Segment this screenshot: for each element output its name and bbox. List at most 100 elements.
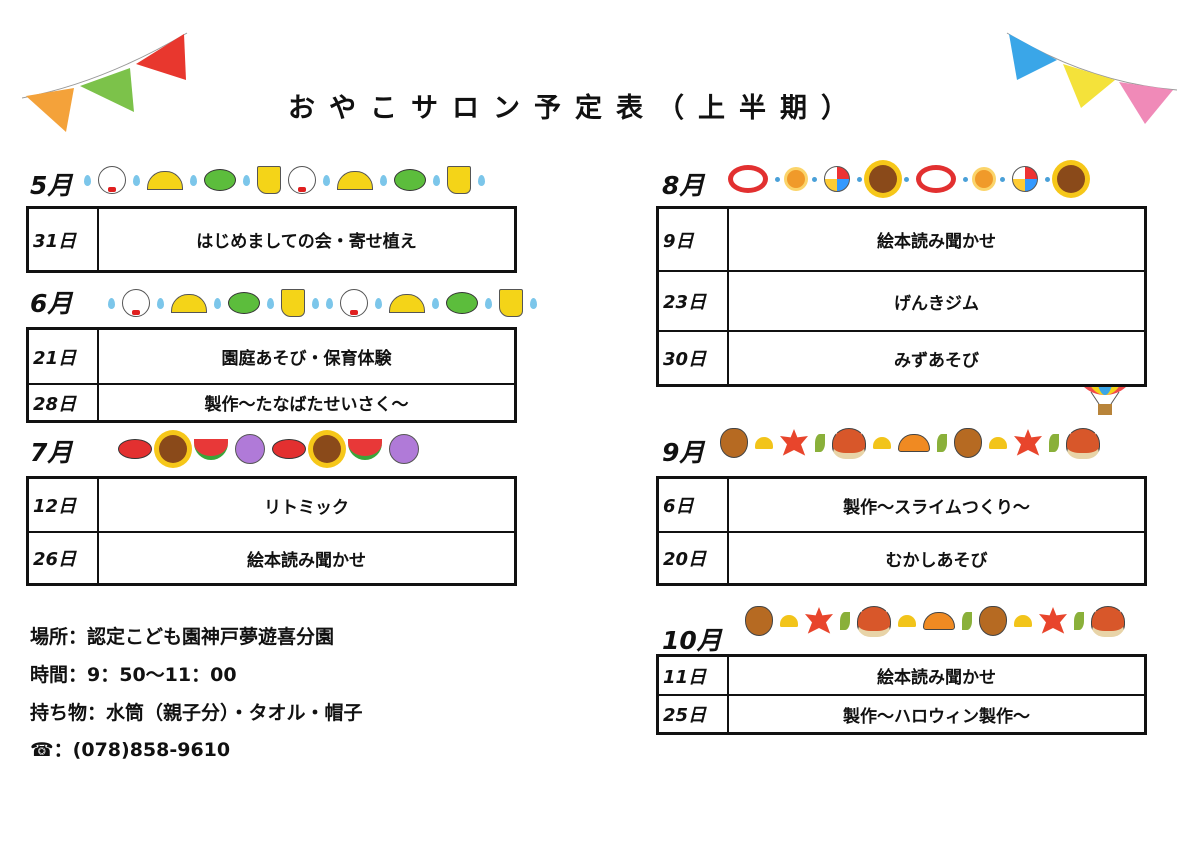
maple-icon (780, 429, 808, 456)
table-row: 31日 はじめましての会・寄せ植え (29, 209, 514, 270)
drop-icon (530, 297, 537, 309)
drop-icon (133, 174, 140, 186)
schedule-table: 31日 はじめましての会・寄せ植え (26, 206, 517, 273)
umb-icon (337, 170, 373, 190)
event-date: 30日 (659, 332, 729, 384)
decoration-strip (745, 604, 1125, 638)
ring-icon (728, 165, 768, 193)
boot-icon (499, 289, 523, 317)
ball-icon (1012, 166, 1038, 192)
drop-icon (478, 174, 485, 186)
doll-icon (288, 166, 316, 194)
drop-icon (243, 174, 250, 186)
event-date: 28日 (29, 385, 99, 420)
drop-icon (267, 297, 274, 309)
umb-icon (389, 293, 425, 313)
event-date: 25日 (659, 696, 729, 732)
ginkgo-icon (873, 437, 891, 449)
ball-icon (824, 166, 850, 192)
schedule-table: 9日 絵本読み聞かせ 23日 げんきジム 30日 みずあそび (656, 206, 1147, 387)
event-date: 31日 (29, 209, 99, 270)
event-name: 園庭あそび・保育体験 (221, 349, 392, 369)
chest-icon (857, 605, 891, 637)
decoration-strip (108, 286, 537, 320)
sunf-icon (313, 435, 341, 463)
table-row: 20日 むかしあそび (659, 531, 1144, 583)
drop-icon (84, 174, 91, 186)
boot-icon (447, 166, 471, 194)
morning-icon (389, 434, 419, 464)
sun-icon (975, 170, 993, 188)
event-name: 絵本読み聞かせ (247, 550, 366, 571)
event-name: むかしあそび (885, 550, 988, 571)
decoration-strip (118, 432, 419, 466)
month-label: 10月 (662, 626, 722, 655)
drop-icon (214, 297, 221, 309)
crab-icon (118, 439, 152, 459)
table-row: 28日 製作～たなばたせいさく～ (29, 383, 514, 420)
dot-icon (812, 176, 817, 182)
dot-icon (1000, 176, 1005, 182)
month-label: 5月 (30, 171, 73, 200)
sun-icon (787, 170, 805, 188)
event-name: 絵本読み聞かせ (877, 668, 996, 688)
ginkgo-icon (989, 437, 1007, 449)
umb-icon (171, 293, 207, 313)
table-row: 21日 園庭あそび・保育体験 (29, 330, 514, 383)
table-row: 9日 絵本読み聞かせ (659, 209, 1144, 270)
chest-icon (832, 427, 866, 459)
drop-icon (380, 174, 387, 186)
maple-icon (1039, 607, 1067, 634)
event-date: 26日 (29, 533, 99, 583)
chest-icon (1091, 605, 1125, 637)
drop-icon (312, 297, 319, 309)
ginkgo-icon (755, 437, 773, 449)
umb-icon (147, 170, 183, 190)
bunting-left-icon (22, 32, 188, 132)
dot-icon (775, 176, 780, 182)
drop-icon (485, 297, 492, 309)
boot-icon (281, 289, 305, 317)
doll-icon (340, 289, 368, 317)
decoration-strip (728, 162, 1085, 196)
drop-icon (375, 297, 382, 309)
morning-icon (235, 434, 265, 464)
leaf-icon (815, 434, 825, 452)
mush-icon (898, 434, 930, 452)
leaf-icon (937, 434, 947, 452)
table-row: 26日 絵本読み聞かせ (29, 531, 514, 583)
frog-icon (204, 169, 236, 191)
doll-icon (98, 166, 126, 194)
event-name: みずあそび (894, 350, 979, 371)
bunting-right-icon (1006, 32, 1178, 124)
table-row: 30日 みずあそび (659, 330, 1144, 384)
event-date: 6日 (659, 479, 729, 531)
dot-icon (963, 176, 968, 182)
acorn-icon (745, 606, 773, 636)
event-name: 製作～たなばたせいさく～ (204, 395, 409, 415)
month-label: 6月 (30, 289, 73, 318)
table-row: 6日 製作～スライムつくり～ (659, 479, 1144, 531)
ring-icon (916, 165, 956, 193)
event-name: はじめましての会・寄せ植え (196, 232, 417, 252)
frog-icon (446, 292, 478, 314)
event-date: 9日 (659, 209, 729, 270)
event-date: 12日 (29, 479, 99, 531)
drop-icon (432, 297, 439, 309)
acorn-icon (720, 428, 748, 458)
maple-icon (805, 607, 833, 634)
event-date: 20日 (659, 533, 729, 583)
event-date: 11日 (659, 657, 729, 694)
leaf-icon (1049, 434, 1059, 452)
leaf-icon (840, 612, 850, 630)
event-date: 21日 (29, 330, 99, 383)
event-name: リトミック (264, 497, 349, 518)
table-row: 11日 絵本読み聞かせ (659, 657, 1144, 694)
event-name: 製作～スライムつくり～ (843, 497, 1030, 518)
drop-icon (108, 297, 115, 309)
decoration-strip (720, 426, 1100, 460)
table-row: 23日 げんきジム (659, 270, 1144, 330)
schedule-table: 11日 絵本読み聞かせ 25日 製作～ハロウィン製作～ (656, 654, 1147, 735)
schedule-table: 21日 園庭あそび・保育体験 28日 製作～たなばたせいさく～ (26, 327, 517, 423)
month-label: 8月 (662, 171, 705, 200)
